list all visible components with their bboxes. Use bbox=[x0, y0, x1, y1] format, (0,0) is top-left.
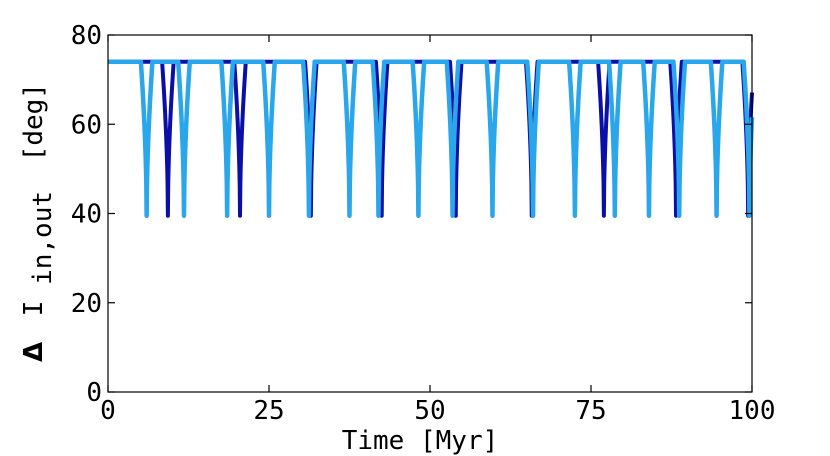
y-tick-label: 80 bbox=[71, 21, 102, 51]
y-tick-label: 20 bbox=[71, 289, 102, 319]
x-axis-title: Time [Myr] bbox=[342, 426, 499, 456]
y-tick-label: 60 bbox=[71, 110, 102, 140]
x-tick-label: 75 bbox=[575, 396, 606, 426]
svg-text:Δ I in,out [: Δ I in,out [deg] bbox=[19, 83, 58, 362]
y-axis-title: Δ I in,out [deg] bbox=[19, 83, 58, 362]
y-axis-subscript: in,out bbox=[28, 191, 58, 285]
y-axis-unit: [deg] bbox=[19, 83, 49, 161]
x-tick-label: 50 bbox=[414, 396, 445, 426]
y-axis-symbol: I bbox=[19, 301, 49, 317]
ticks-layer: 0 25 50 75 100 0 20 40 60 80 bbox=[71, 21, 776, 426]
x-tick-label: 25 bbox=[253, 396, 284, 426]
series-layer bbox=[106, 59, 755, 218]
y-tick-label: 0 bbox=[86, 378, 102, 408]
x-tick-label: 100 bbox=[729, 396, 776, 426]
series-line-2 bbox=[106, 59, 755, 218]
y-axis-delta: Δ bbox=[19, 342, 49, 362]
plot-frame bbox=[107, 34, 753, 393]
x-tick-label: 0 bbox=[100, 396, 116, 426]
y-tick-label: 40 bbox=[71, 200, 102, 230]
